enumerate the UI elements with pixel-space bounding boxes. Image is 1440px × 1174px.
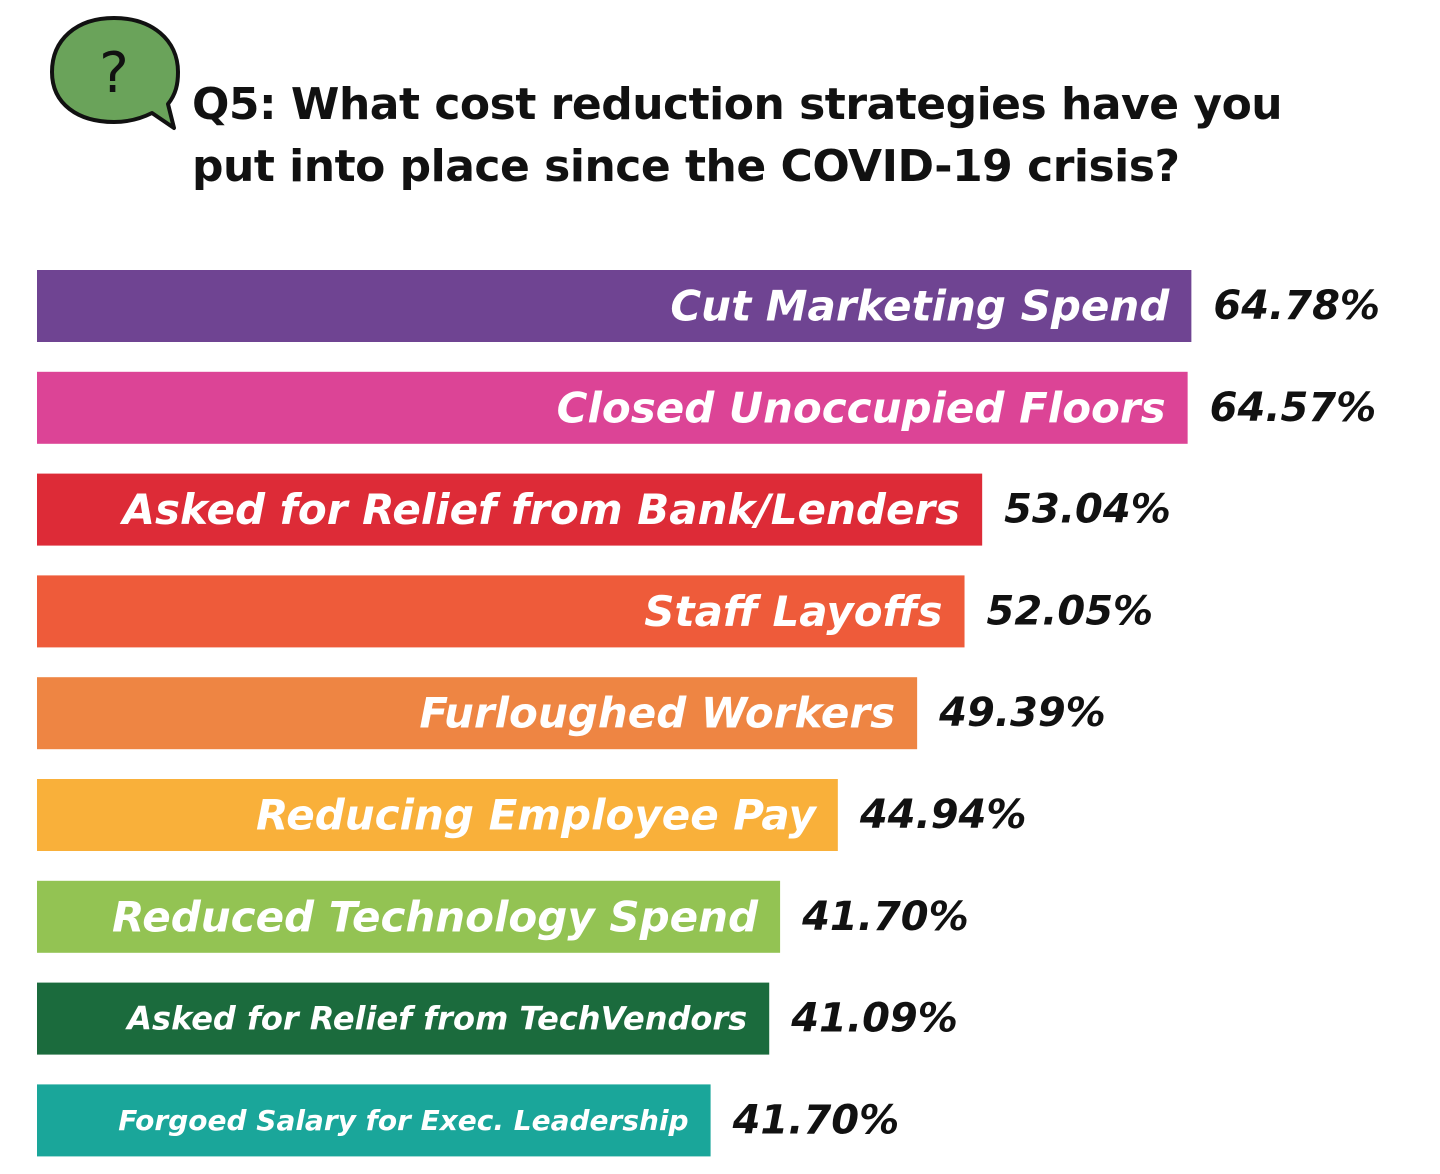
bar-value-label: 41.70% (732, 1097, 900, 1143)
question-mark: ? (99, 41, 129, 106)
bar-group: Reduced Technology Spend 41.70% (37, 880, 969, 953)
bar-group: Furloughed Workers 49.39% (37, 677, 1106, 750)
bar-value-label: 41.70% (801, 894, 969, 940)
bar (37, 982, 770, 1055)
bar-category-label: Reducing Employee Pay (256, 791, 817, 840)
bar-value-label: 52.05% (987, 588, 1154, 634)
bar (37, 575, 965, 648)
chart-title-line-2: put into place since the COVID-19 crisis… (192, 141, 1180, 192)
bar (37, 880, 781, 953)
bar-group: Asked for Relief from TechVendors 41.09% (37, 982, 958, 1055)
bar-value-label: 53.04% (1004, 487, 1171, 533)
bar (37, 779, 838, 851)
bar (37, 473, 983, 546)
bar-group: Asked for Relief from Bank/Lenders 53.04% (37, 473, 1171, 546)
bar-value-label: 64.78% (1213, 283, 1380, 329)
bar-category-label: Closed Unoccupied Floors (557, 383, 1166, 432)
bar-value-label: 64.57% (1210, 385, 1377, 431)
bar (37, 1084, 711, 1157)
bar-group: Closed Unoccupied Floors 64.57% (37, 371, 1377, 444)
bar-category-label: Forgoed Salary for Exec. Leadership (118, 1104, 688, 1137)
bar-value-label: 41.09% (790, 996, 958, 1042)
bar-category-label: Furloughed Workers (419, 689, 895, 738)
question-speech-bubble-icon: ? (50, 16, 180, 130)
bar-group: Reducing Employee Pay 44.94% (37, 779, 1026, 851)
chart-title-line-1: Q5: What cost reduction strategies have … (192, 79, 1283, 130)
bar-category-label: Reduced Technology Spend (112, 892, 759, 941)
bar-value-label: 49.39% (938, 690, 1106, 736)
bar-category-label: Staff Layoffs (644, 587, 942, 636)
bar-group: Forgoed Salary for Exec. Leadership 41.70… (37, 1084, 900, 1157)
bar-value-label: 44.94% (859, 792, 1027, 838)
bar (37, 677, 918, 750)
bar-category-label: Asked for Relief from TechVendors (124, 1000, 747, 1038)
bar-group: Cut Marketing Spend 64.78% (37, 270, 1380, 342)
chart-title: Q5: What cost reduction strategies have … (192, 74, 1412, 198)
bar (37, 371, 1188, 444)
bar-category-label: Cut Marketing Spend (670, 282, 1170, 331)
bar (37, 270, 1192, 342)
bar-category-label: Asked for Relief from Bank/Lenders (120, 485, 961, 534)
bar-group: Staff Layoffs 52.05% (37, 575, 1154, 648)
